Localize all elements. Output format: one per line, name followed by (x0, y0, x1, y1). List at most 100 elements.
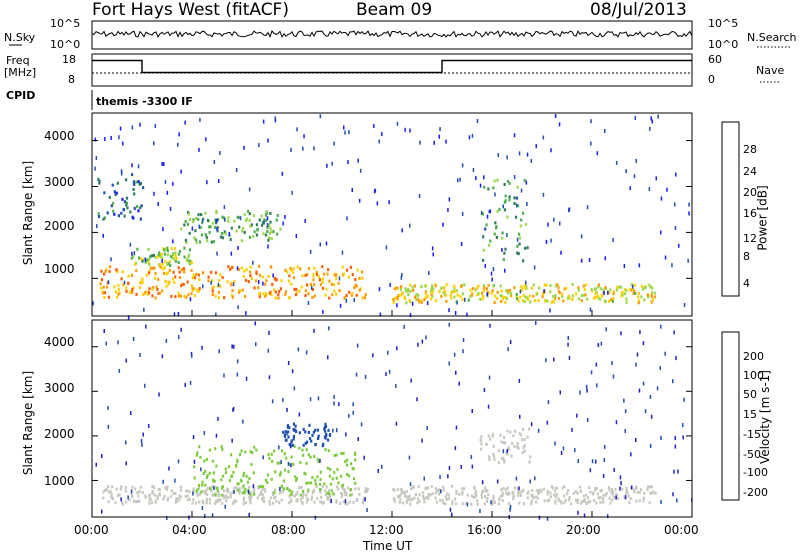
p1-noise-cell (163, 162, 165, 167)
p2-feature0-cell (335, 499, 338, 503)
p1-feature3-cell (219, 235, 222, 239)
p2-noise-cell (328, 326, 330, 331)
p1-feature0-cell (331, 293, 334, 297)
p1-feature0-cell (298, 289, 301, 293)
p1-feature1-cell (469, 288, 472, 292)
p2-noise-cell (631, 485, 633, 490)
p2-feature0-cell (272, 493, 275, 497)
p2-noise-cell (372, 353, 374, 358)
p1-feature0-cell (195, 288, 199, 292)
p2-feature3-cell (572, 492, 575, 496)
p1-feature0-cell (182, 282, 185, 286)
p1-feature4-cell (516, 185, 519, 189)
p2-noise-cell (289, 444, 292, 449)
p2-noise-cell (642, 341, 645, 346)
p2-feature0-cell (111, 485, 114, 489)
p2-feature3-cell (602, 500, 605, 504)
p2-noise-cell (568, 355, 571, 360)
p2-feature2-cell (314, 443, 317, 447)
p2-feature1-cell (344, 460, 347, 464)
p1-feature3-cell (211, 221, 214, 225)
p2-feature1-cell (232, 470, 235, 474)
p1-feature0-cell (147, 271, 151, 275)
p1-feature5-cell (116, 181, 119, 185)
p2-noise-cell (332, 428, 334, 433)
p2-feature4-cell (510, 454, 513, 458)
p1-feature1-cell (563, 287, 566, 291)
p1-noise-cell (107, 280, 110, 285)
p1-feature5-cell (132, 188, 135, 191)
p1-feature0-cell (120, 277, 123, 281)
p1-noise-cell (418, 194, 421, 198)
p2-feature4-cell (502, 456, 505, 460)
p1-noise-cell (547, 222, 549, 227)
p2-noise-cell (248, 512, 250, 517)
p2-feature0-cell (289, 499, 293, 503)
p2-noise-cell (547, 400, 550, 405)
p2-noise-cell (462, 349, 464, 354)
p1-noise-cell (216, 227, 218, 232)
p2-noise-cell (203, 431, 206, 435)
p2-noise-cell (130, 489, 133, 494)
freq-tick-low: 8 (68, 73, 75, 86)
p2-feature3-cell (584, 498, 587, 502)
p2-feature0-cell (316, 497, 319, 501)
freq-tick-high: 18 (62, 53, 76, 66)
p2-noise-cell (554, 441, 556, 446)
p2-feature1-cell (282, 487, 285, 491)
p2-noise-cell (567, 342, 569, 347)
p1-noise-cell (401, 273, 403, 277)
p1-feature1-cell (453, 284, 456, 288)
p1-feature4-cell (508, 181, 511, 185)
p1-feature3-cell (201, 221, 204, 225)
p2-noise-cell (236, 372, 239, 377)
p2-feature3-cell (501, 491, 504, 495)
p2-feature2-cell (317, 437, 320, 440)
p1-feature1-cell (406, 289, 409, 293)
p2-feature3-cell (530, 493, 533, 497)
p2-feature3-cell (461, 492, 464, 496)
p2-feature0-cell (148, 498, 151, 502)
p2-feature0-cell (208, 497, 211, 501)
p1-feature3-cell (253, 230, 256, 234)
p1-feature1-cell (582, 293, 586, 297)
p1-noise-cell (376, 201, 379, 206)
p2-feature3-cell (517, 490, 520, 494)
p2-feature2-cell (292, 422, 295, 426)
vel-tick-200: 200 (743, 350, 764, 363)
p2-feature0-cell (268, 502, 272, 506)
p1-feature0-cell (227, 265, 230, 269)
p2-noise-cell (590, 370, 593, 375)
p2-noise-cell (483, 388, 486, 393)
p1-noise-cell (489, 209, 491, 214)
p2-noise-cell (142, 432, 144, 437)
p1-feature2-cell (141, 259, 144, 263)
p2-feature3-cell (507, 502, 511, 506)
p1-feature1-cell (599, 287, 603, 291)
p1-feature4-cell (503, 208, 507, 212)
p1-feature1-cell (608, 291, 611, 295)
p2-feature3-cell (613, 496, 616, 499)
p2-feature1-cell (299, 461, 302, 464)
p2-feature3-cell (546, 492, 549, 496)
p1-feature1-cell (504, 301, 507, 305)
p2-feature0-cell (149, 497, 152, 501)
p1-feature0-cell (197, 290, 200, 293)
p2-feature3-cell (649, 491, 652, 495)
p2-feature3-cell (568, 496, 571, 499)
p1-feature3-cell (192, 219, 195, 223)
p1-feature4-cell (506, 179, 510, 183)
p2-noise-cell (291, 369, 294, 374)
p2-feature0-cell (272, 496, 275, 500)
p1-feature0-cell (226, 280, 229, 284)
p1-feature1-cell (526, 298, 530, 302)
p2-feature3-cell (555, 495, 558, 499)
p2-feature0-cell (248, 499, 251, 503)
p1-feature5-cell (98, 181, 101, 185)
p2-feature1-cell (289, 493, 292, 497)
p1-feature1-cell (580, 294, 584, 297)
p2-feature3-cell (487, 493, 490, 497)
p1-feature2-cell (158, 251, 161, 255)
p2-feature2-cell (298, 431, 301, 435)
p2-noise-cell (408, 455, 411, 460)
